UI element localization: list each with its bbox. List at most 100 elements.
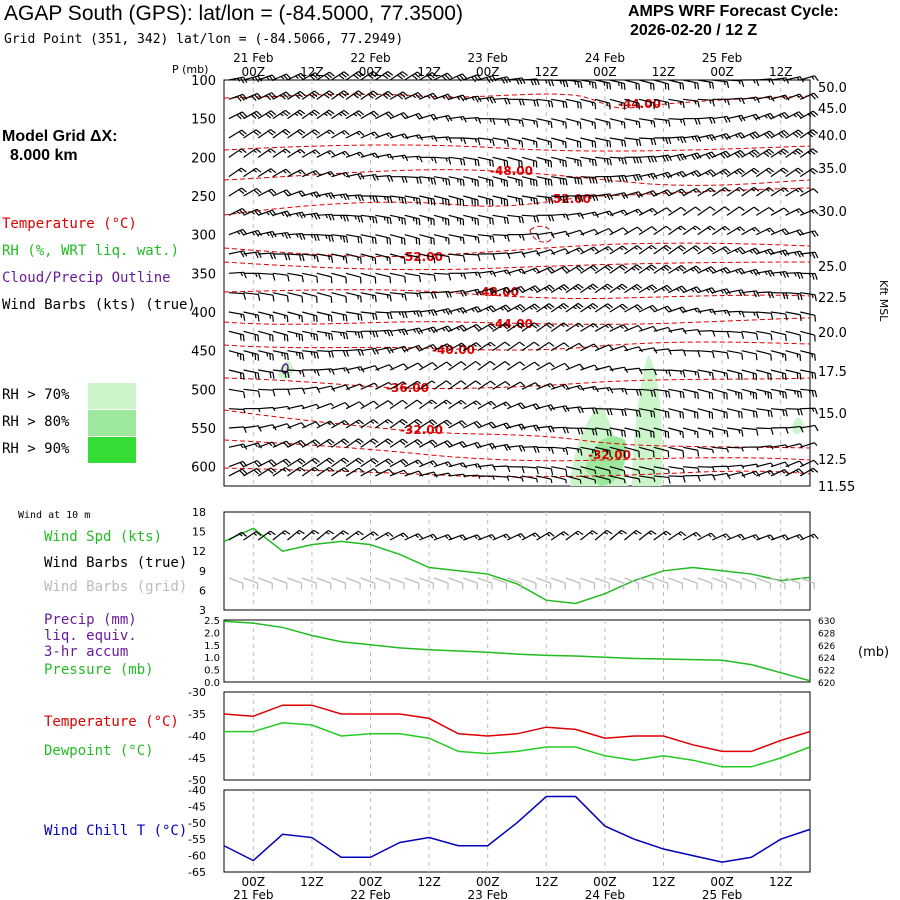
barb-flag: [680, 265, 687, 271]
barb-flag: [316, 386, 321, 394]
barb-flag: [766, 132, 772, 138]
wind-barb: [345, 130, 365, 139]
barb-flag: [416, 293, 419, 298]
wind-barb: [682, 169, 702, 178]
wind-barb: [492, 361, 511, 371]
barb-staff: [551, 156, 566, 162]
barb-staff: [287, 577, 302, 584]
barb-staff: [565, 302, 579, 313]
barb-flag: [725, 150, 731, 157]
barb-flag: [460, 399, 467, 405]
barb-flag: [446, 343, 453, 349]
barb-flag: [471, 76, 477, 83]
barb-staff: [741, 388, 757, 394]
barb-flag: [370, 439, 377, 445]
barb-flag: [603, 158, 606, 163]
barb-flag: [649, 306, 655, 312]
barb-staff: [477, 400, 492, 410]
barb-staff: [228, 311, 244, 316]
barb-staff: [507, 118, 523, 122]
wind-barb: [360, 365, 380, 372]
barb-flag: [371, 256, 374, 261]
barb-staff: [668, 446, 684, 452]
wind-barb: [580, 427, 598, 436]
barb-flag: [500, 178, 503, 183]
height-axis-title: Kft MSL: [877, 280, 890, 322]
wind-barb: [375, 458, 394, 468]
wind-barb: [770, 94, 790, 101]
temperature-contour: [223, 317, 811, 325]
wind-barb: [785, 350, 802, 361]
barb-flag: [441, 95, 446, 100]
barb-flag: [325, 214, 329, 219]
barb-flag: [427, 310, 431, 315]
wind-barb: [228, 330, 245, 342]
barb-staff: [316, 330, 332, 335]
surface-wind-barb-grid: [257, 577, 273, 590]
barb-staff: [228, 408, 244, 411]
barb-flag: [475, 380, 482, 386]
barb-flag: [707, 227, 712, 231]
barb-staff: [228, 468, 243, 477]
barb-flag: [532, 268, 537, 273]
barb-flag: [588, 177, 592, 184]
barb-flag: [342, 367, 346, 372]
barb-flag: [770, 410, 773, 418]
barb-flag: [664, 101, 667, 106]
barb-flag: [587, 287, 592, 291]
barb-flag: [755, 96, 760, 104]
barb-flag: [506, 160, 509, 168]
barb-staff: [609, 408, 625, 411]
barb-flag: [666, 189, 673, 195]
barb-flag: [297, 441, 304, 447]
barb-flag: [591, 212, 595, 217]
wind-barb: [770, 228, 790, 236]
barb-flag: [401, 155, 405, 160]
barb-staff: [624, 475, 640, 480]
barb-staff: [243, 167, 257, 178]
barb-flag: [591, 81, 594, 89]
wind-barb: [448, 399, 467, 410]
barb-flag: [738, 186, 745, 192]
barb-flag: [667, 411, 670, 419]
wind-barb: [287, 466, 306, 477]
surface-wind-barb-grid: [389, 577, 405, 590]
barb-flag: [565, 101, 568, 109]
barb-staff: [682, 427, 698, 433]
wind-barb: [448, 115, 467, 123]
barb-flag: [621, 283, 628, 289]
wind-barb: [360, 419, 379, 429]
wind-barb: [755, 206, 775, 216]
wind-barb: [272, 311, 289, 323]
barb-staff: [594, 323, 609, 332]
barb-flag: [462, 462, 468, 469]
barb-flag: [417, 71, 423, 77]
wind-barb: [507, 466, 525, 474]
barb-flag: [397, 74, 403, 80]
barb-flag: [385, 459, 391, 465]
barb-flag: [723, 134, 728, 141]
barb-staff: [389, 438, 403, 448]
surface-wind-barb-grid: [433, 577, 449, 590]
barb-flag: [301, 275, 304, 283]
barb-flag: [269, 530, 276, 536]
wind-barb: [565, 247, 585, 255]
barb-staff: [287, 387, 303, 390]
barb-flag: [312, 73, 318, 79]
barb-flag: [310, 234, 314, 239]
barb-staff: [433, 361, 447, 371]
barb-flag: [781, 470, 786, 474]
barb-flag: [300, 72, 306, 79]
barb-flag: [500, 198, 503, 205]
barb-staff: [638, 530, 652, 541]
barb-flag: [287, 371, 290, 379]
wind-tick-label: 9: [199, 565, 206, 578]
barb-flag: [342, 172, 346, 177]
wind-barb: [697, 98, 715, 107]
barb-flag: [338, 113, 343, 117]
barb-flag: [398, 196, 401, 201]
barb-staff: [594, 227, 610, 236]
barb-flag: [272, 295, 275, 302]
surface-wind-barb-grid: [536, 577, 552, 590]
wind-barb: [375, 400, 394, 410]
